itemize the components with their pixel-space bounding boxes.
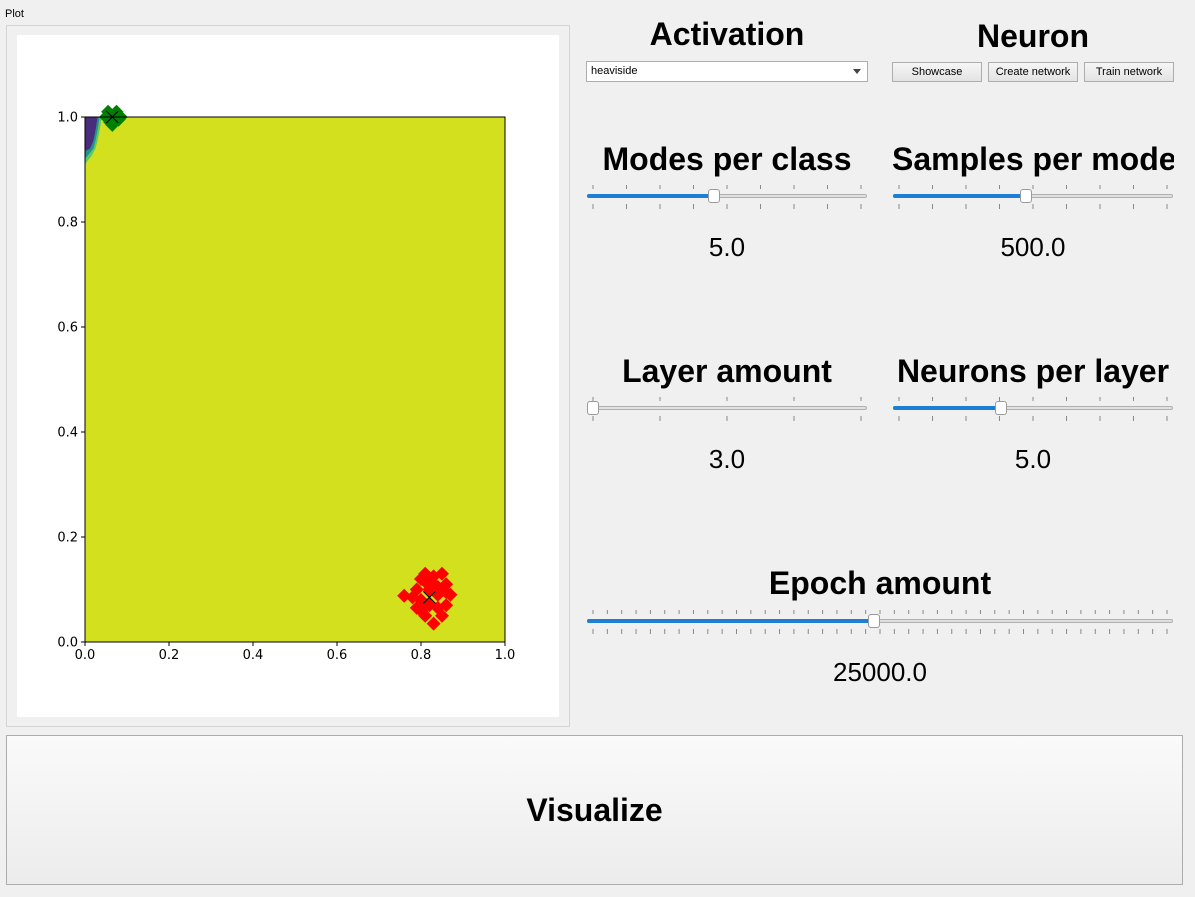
- slider-groove: [587, 406, 867, 410]
- plot-group-title: Plot: [5, 8, 24, 20]
- y-tick-label: 0.4: [57, 426, 78, 441]
- slider-handle[interactable]: [994, 401, 1007, 415]
- data-point: [405, 590, 420, 605]
- data-point: [435, 566, 449, 581]
- epoch-amount-value: 25000.0: [833, 657, 927, 687]
- center-marker: [422, 590, 436, 604]
- x-tick-label: 0.2: [159, 648, 180, 663]
- create-network-button[interactable]: Create network: [988, 62, 1078, 82]
- x-tick-label: 0.4: [243, 648, 264, 663]
- slider-handle[interactable]: [587, 401, 599, 415]
- layer-amount-heading: Layer amount: [622, 353, 832, 389]
- slider-fill: [587, 194, 714, 198]
- neuron-heading: Neuron: [977, 18, 1089, 54]
- slider-ticks: [898, 185, 1168, 209]
- modes-per-class-slider[interactable]: [587, 184, 867, 210]
- visualize-button[interactable]: Visualize: [6, 735, 1183, 885]
- x-tick-label: 0.8: [411, 648, 432, 663]
- slider-ticks: [592, 185, 862, 209]
- train-network-button[interactable]: Train network: [1084, 62, 1174, 82]
- activation-heading: Activation: [649, 16, 805, 52]
- region-purple: [85, 117, 98, 152]
- slider-handle[interactable]: [707, 189, 720, 203]
- y-tick-label: 0.2: [57, 531, 78, 546]
- slider-handle[interactable]: [868, 614, 881, 628]
- y-tick-label: 0.6: [57, 321, 78, 336]
- x-tick-label: 1.0: [495, 648, 516, 663]
- samples-per-mode-heading: Samples per mode: [892, 141, 1174, 177]
- activation-select-value: heaviside: [591, 65, 638, 77]
- showcase-button[interactable]: Showcase: [892, 62, 982, 82]
- plot-frame: [84, 116, 506, 643]
- slider-fill: [893, 194, 1027, 198]
- layer-amount-slider[interactable]: [587, 396, 867, 422]
- data-point: [426, 616, 441, 631]
- slider-ticks: [898, 397, 1168, 421]
- x-tick-label: 0.6: [327, 648, 348, 663]
- data-point: [430, 600, 445, 615]
- neurons-per-layer-slider[interactable]: [893, 396, 1173, 422]
- layer-amount-value: 3.0: [708, 444, 746, 474]
- plot-canvas: 0.0 0.2 0.4 0.6 0.8 1.0 0.0 0.2 0.4 0.6 0.8 1.0: [17, 35, 559, 717]
- slider-fill: [893, 406, 1001, 410]
- data-point: [430, 579, 445, 594]
- slider-fill: [587, 619, 875, 623]
- x-tick-label: 0.0: [75, 648, 96, 663]
- y-tick-label: 0.0: [57, 636, 78, 651]
- modes-per-class-heading: Modes per class: [602, 141, 852, 177]
- slider-ticks: [592, 610, 1168, 634]
- y-tick-label: 0.8: [57, 216, 78, 231]
- slider-handle[interactable]: [1020, 189, 1033, 203]
- epoch-amount-slider[interactable]: [587, 609, 1173, 635]
- modes-per-class-value: 5.0: [708, 232, 746, 262]
- neurons-per-layer-value: 5.0: [1014, 444, 1052, 474]
- data-point: [418, 574, 433, 589]
- data-point: [414, 603, 428, 618]
- chevron-down-icon: [853, 69, 861, 74]
- samples-per-mode-value: 500.0: [1000, 232, 1066, 262]
- neurons-per-layer-heading: Neurons per layer: [896, 353, 1170, 389]
- activation-select[interactable]: heaviside: [586, 61, 868, 82]
- epoch-amount-heading: Epoch amount: [768, 565, 992, 601]
- plot-background: [85, 117, 505, 642]
- y-tick-label: 1.0: [57, 111, 78, 126]
- samples-per-mode-slider[interactable]: [893, 184, 1173, 210]
- decision-boundary-chart: 0.0 0.2 0.4 0.6 0.8 1.0 0.0 0.2 0.4 0.6 0.8 1.0: [57, 104, 516, 663]
- slider-ticks: [592, 397, 862, 421]
